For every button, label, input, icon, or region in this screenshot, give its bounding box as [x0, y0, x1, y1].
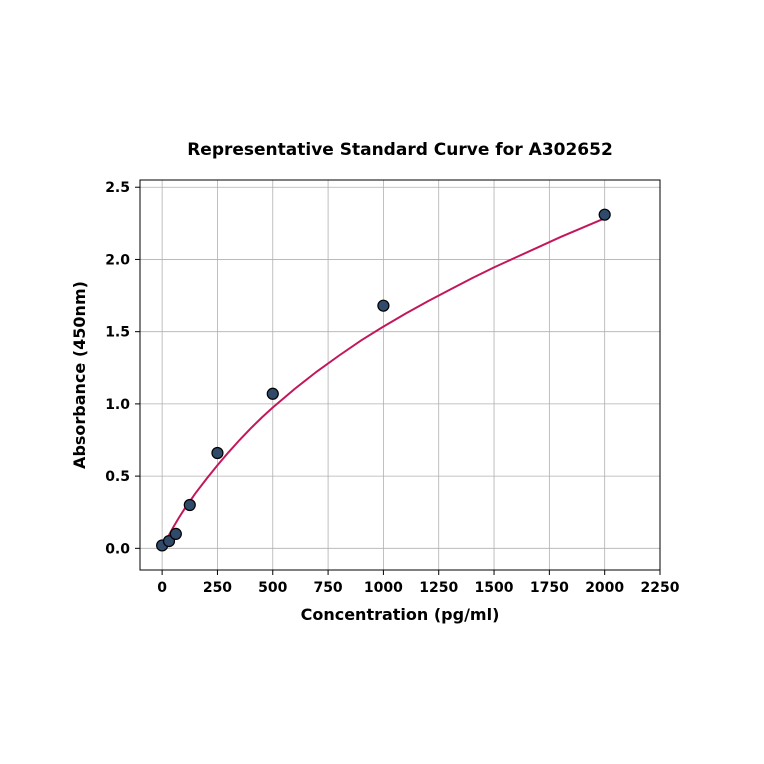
- x-tick-label: 0: [157, 580, 167, 596]
- data-point: [378, 300, 389, 311]
- data-point: [184, 500, 195, 511]
- x-tick-label: 250: [203, 580, 232, 596]
- x-tick-label: 1250: [419, 580, 458, 596]
- data-point: [170, 528, 181, 539]
- y-tick-label: 2.5: [105, 180, 130, 196]
- data-point: [267, 388, 278, 399]
- x-tick-label: 2000: [585, 580, 624, 596]
- x-tick-label: 2250: [641, 580, 680, 596]
- y-tick-label: 1.5: [105, 325, 130, 341]
- y-axis-label: Absorbance (450nm): [70, 281, 89, 469]
- y-tick-label: 0.5: [105, 469, 130, 485]
- x-tick-label: 750: [313, 580, 342, 596]
- y-tick-label: 0.0: [105, 541, 130, 557]
- x-axis-label: Concentration (pg/ml): [301, 605, 500, 624]
- x-tick-label: 1500: [475, 580, 514, 596]
- y-tick-label: 1.0: [105, 397, 130, 413]
- chart-title: Representative Standard Curve for A30265…: [187, 140, 613, 160]
- standard-curve-chart: 0 250 500 750 1000 1250 1500 1750 2000 2250 0.0 0.5…: [0, 0, 764, 764]
- chart-container: 0 250 500 750 1000 1250 1500 1750 2000 2250 0.0 0.5…: [0, 0, 764, 764]
- x-tick-label: 1000: [364, 580, 403, 596]
- data-point: [599, 209, 610, 220]
- x-tick-label: 500: [258, 580, 287, 596]
- x-tick-label: 1750: [530, 580, 569, 596]
- data-point: [212, 448, 223, 459]
- y-tick-label: 2.0: [105, 252, 130, 268]
